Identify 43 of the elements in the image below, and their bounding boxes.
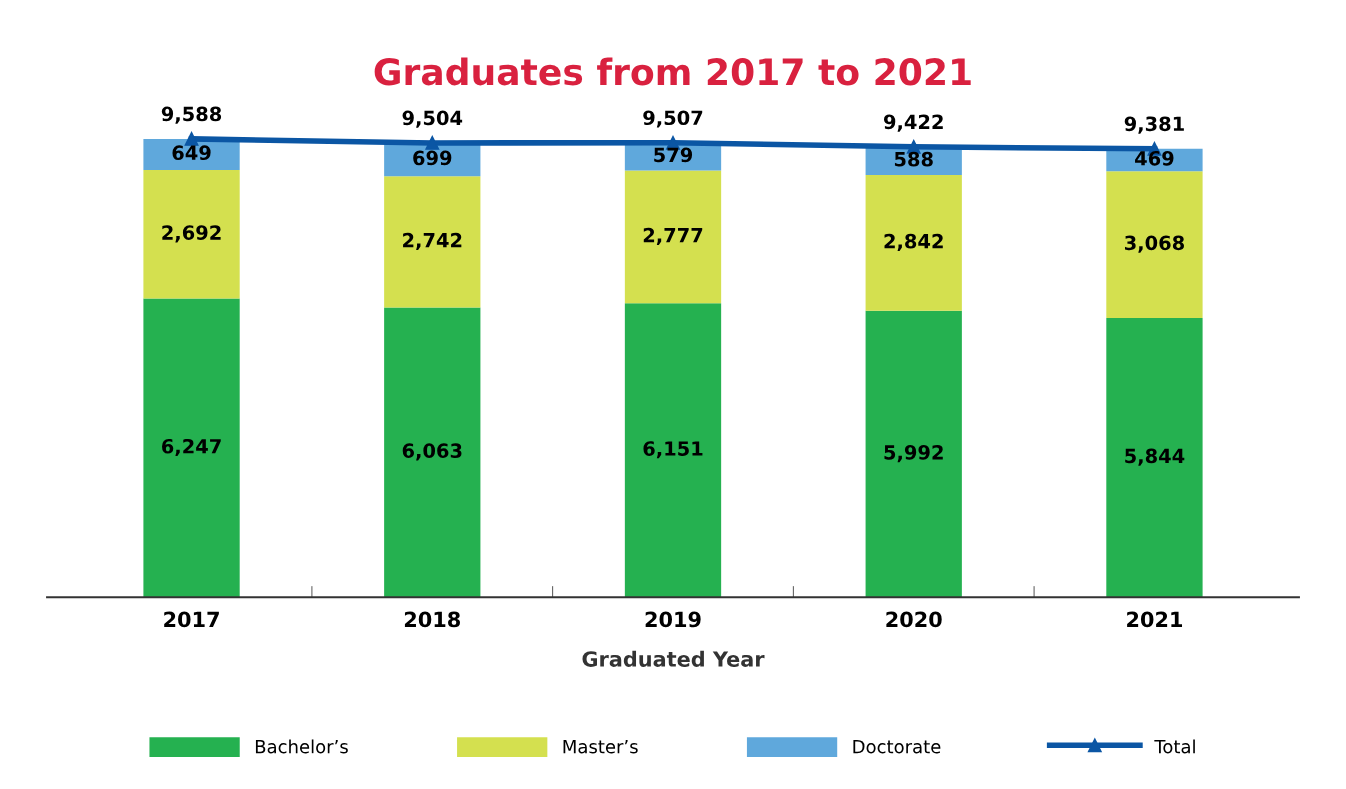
data-label: 9,588	[161, 106, 222, 124]
bar	[384, 176, 481, 308]
bar	[143, 298, 240, 598]
bar	[1106, 317, 1203, 598]
legend-label: Doctorate	[853, 740, 941, 754]
data-label: 9,507	[643, 110, 703, 128]
text: Graduates from 2017 to 2021	[374, 57, 971, 86]
x-tick-label: 2018	[404, 611, 460, 628]
data-label: 469	[1135, 150, 1174, 166]
data-label: 2,842	[884, 233, 943, 252]
bar	[624, 170, 722, 304]
legend-label: Total	[1154, 739, 1195, 754]
x-tick-label: 2020	[886, 611, 942, 628]
data-label: 2,692	[162, 225, 221, 243]
data-label: 6,151	[643, 441, 703, 459]
point	[425, 135, 440, 150]
x-tick-label: 2019	[645, 611, 701, 628]
data-label: 2,742	[403, 232, 462, 250]
data-label: 588	[894, 151, 933, 167]
data-label: 2,777	[643, 227, 703, 245]
data-label: 5,992	[884, 444, 943, 463]
data-label: 9,422	[883, 114, 943, 132]
data-label: 3,068	[1125, 235, 1184, 253]
legend-label: Bachelor’s	[255, 739, 348, 754]
data-label: 6,247	[162, 438, 221, 457]
bar	[384, 307, 481, 598]
x-axis-title: Graduated Year	[582, 650, 765, 667]
bar	[865, 310, 962, 598]
data-label: 5,844	[1125, 448, 1185, 466]
data-label: 579	[654, 147, 693, 163]
x-tick-label: 2021	[1127, 611, 1183, 628]
data-label: 6,063	[402, 443, 462, 461]
bar	[865, 174, 962, 311]
data-label: 699	[413, 150, 452, 166]
legend-label: Master’s	[563, 740, 638, 754]
point	[184, 131, 199, 146]
data-label: 9,504	[402, 110, 463, 128]
bar	[624, 303, 722, 598]
x-tick-label: 2017	[164, 611, 219, 628]
bar	[143, 169, 240, 299]
data-label: 649	[172, 145, 211, 161]
bar	[1106, 171, 1203, 318]
data-label: 9,381	[1124, 116, 1184, 134]
